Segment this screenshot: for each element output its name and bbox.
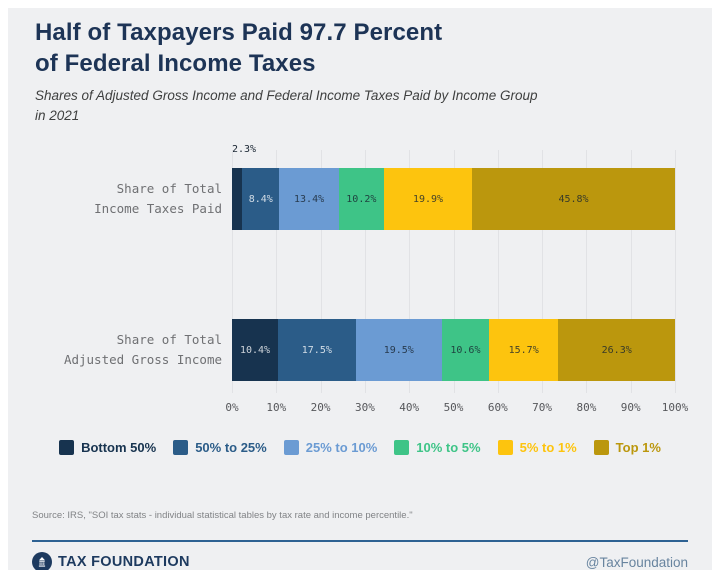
legend-label: 10% to 5% xyxy=(416,440,481,455)
row-label: Share of Total Adjusted Gross Income xyxy=(63,332,222,367)
legend-label: 50% to 25% xyxy=(195,440,267,455)
bar-segment: 10.4% xyxy=(232,319,279,381)
page-title: Half of Taxpayers Paid 97.7 Percent of F… xyxy=(35,19,443,77)
legend-item: 10% to 5% xyxy=(394,440,481,455)
segment-value-label: 17.5% xyxy=(301,344,332,356)
x-axis-tick: 40% xyxy=(399,401,420,414)
bar-segment: 19.9% xyxy=(383,168,473,230)
brand: TAX FOUNDATION xyxy=(32,552,190,570)
bar-segment: 17.5% xyxy=(278,319,356,381)
segment-value-label: 26.3% xyxy=(601,344,632,356)
segment-value-label: 8.4% xyxy=(248,193,273,205)
x-axis-tick: 20% xyxy=(310,401,331,414)
gridline xyxy=(409,150,411,393)
legend-label: Bottom 50% xyxy=(81,440,157,455)
x-axis-tick: 70% xyxy=(532,401,553,414)
x-axis-tick: 0% xyxy=(225,401,239,414)
legend-label: 25% to 10% xyxy=(305,440,378,455)
legend-label: 5% to 1% xyxy=(519,440,577,455)
gridline xyxy=(542,150,544,393)
gridline xyxy=(364,150,366,393)
legend-item: 50% to 25% xyxy=(173,440,267,455)
gridline xyxy=(586,150,588,393)
x-axis-tick: 80% xyxy=(576,401,597,414)
legend-swatch xyxy=(283,440,299,455)
infographic-card: Half of Taxpayers Paid 97.7 Percent of F… xyxy=(8,8,712,570)
x-axis-tick: 30% xyxy=(354,401,375,414)
tax-foundation-logo-icon xyxy=(32,552,52,570)
gridline xyxy=(630,150,632,393)
bar-segment: 8.4% xyxy=(242,168,280,230)
bar-segment: 10.6% xyxy=(441,319,489,381)
gridline xyxy=(675,150,676,393)
segment-value-label: 10.6% xyxy=(450,344,481,356)
plot-area: 8.4% 13.4% 10.2% 19.9% 45.8% 10.4% 17.5% 19.5% 1… xyxy=(232,150,676,393)
legend-swatch xyxy=(59,440,75,455)
segment-value-label: 19.9% xyxy=(412,193,444,205)
bar-segment: 26.3% xyxy=(558,319,675,381)
gridline xyxy=(497,150,499,393)
legend-label: Top 1% xyxy=(615,440,661,455)
bar-segment: 19.5% xyxy=(355,319,442,381)
segment-value-label: 15.7% xyxy=(508,344,539,356)
bar-row: 8.4% 13.4% 10.2% 19.9% 45.8% xyxy=(232,168,675,230)
gridline xyxy=(232,150,233,393)
legend-swatch xyxy=(173,440,189,455)
x-axis: 0% 10% 20% 30% 40% 50% 60% 70% 80% 90% 100% xyxy=(225,401,688,417)
x-axis-tick: 90% xyxy=(620,401,641,414)
bar-segment xyxy=(232,168,243,230)
gridline xyxy=(320,150,322,393)
x-axis-tick: 50% xyxy=(443,401,464,414)
x-axis-tick: 100% xyxy=(661,401,689,414)
x-axis-tick: 60% xyxy=(487,401,508,414)
segment-value-label: 10.2% xyxy=(346,193,377,205)
legend-swatch xyxy=(497,440,513,455)
page-subtitle: Shares of Adjusted Gross Income and Fede… xyxy=(35,88,538,124)
x-axis-tick: 10% xyxy=(266,401,287,414)
bar-annotation-2-3: 2.3% xyxy=(232,144,257,155)
twitter-handle: @TaxFoundation xyxy=(585,554,688,570)
legend-swatch xyxy=(394,440,410,455)
brand-name: TAX FOUNDATION xyxy=(58,554,190,570)
chart-legend: Bottom 50% 50% to 25% 25% to 10% 10% to 5% 5… xyxy=(8,440,712,455)
bar-segment: 15.7% xyxy=(488,319,559,381)
source-note: Source: IRS, "SOI tax stats - individual… xyxy=(32,510,413,521)
bar-row: 10.4% 17.5% 19.5% 10.6% 15.7% 26.3% xyxy=(232,319,675,381)
legend-swatch xyxy=(593,440,609,455)
bar-segment: 10.2% xyxy=(338,168,384,230)
segment-value-label: 19.5% xyxy=(383,344,414,356)
legend-item: 5% to 1% xyxy=(497,440,577,455)
legend-item: 25% to 10% xyxy=(283,440,378,455)
row-label: Share of Total Income Taxes Paid xyxy=(94,181,222,216)
legend-item: Top 1% xyxy=(593,440,661,455)
bar-segment: 13.4% xyxy=(279,168,339,230)
legend-item: Bottom 50% xyxy=(59,440,156,455)
bar-segment: 45.8% xyxy=(472,168,675,230)
footer-divider xyxy=(32,540,688,542)
segment-value-label: 13.4% xyxy=(294,193,325,205)
segment-value-label: 45.8% xyxy=(558,193,589,205)
footer-bar: TAX FOUNDATION @TaxFoundation xyxy=(32,548,688,570)
gridline xyxy=(276,150,278,393)
segment-value-label: 10.4% xyxy=(239,344,271,356)
gridline xyxy=(453,150,455,393)
